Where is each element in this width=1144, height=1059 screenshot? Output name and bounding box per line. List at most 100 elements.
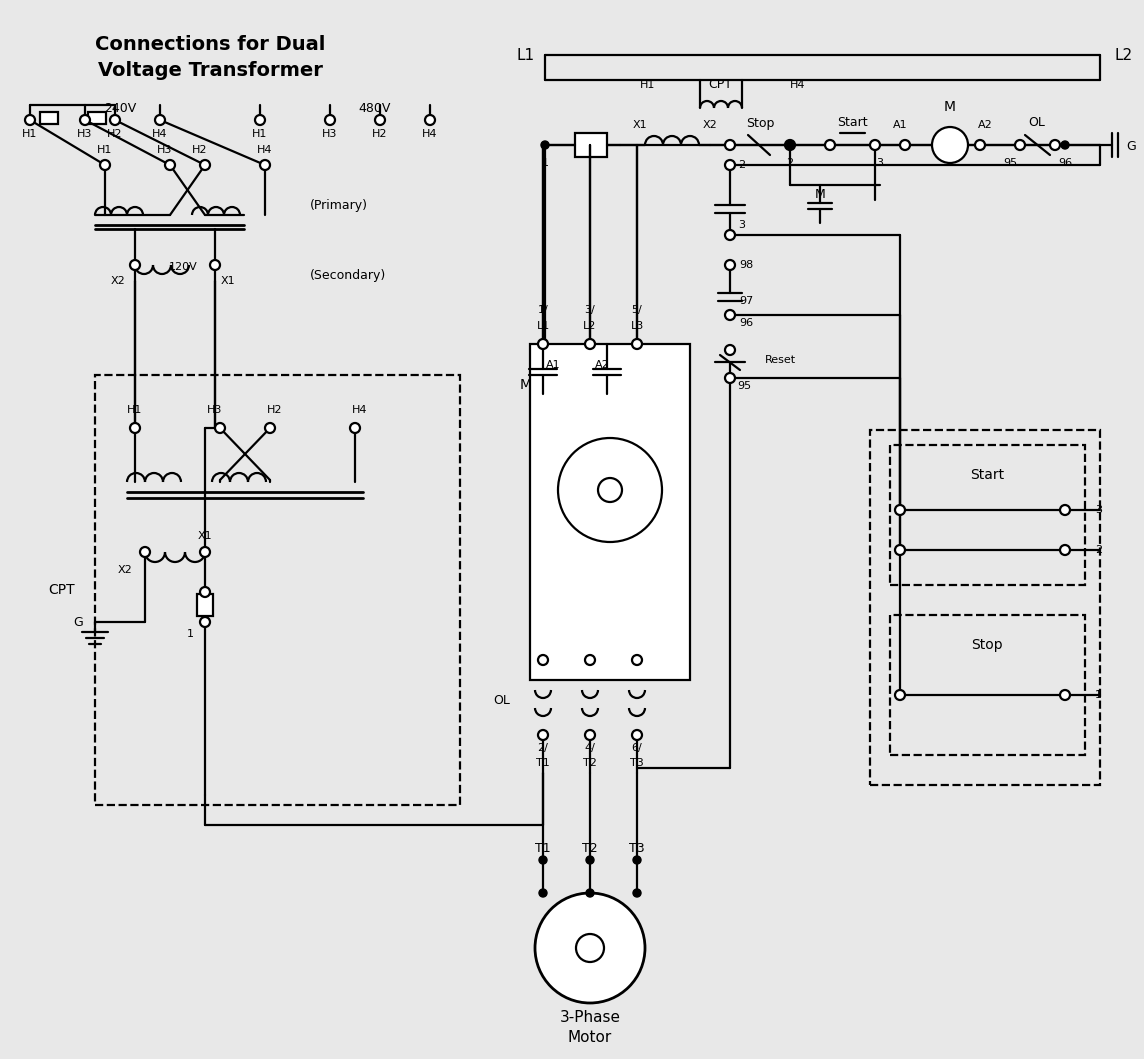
- Text: 96: 96: [739, 318, 753, 328]
- Circle shape: [785, 140, 795, 150]
- Circle shape: [100, 160, 110, 170]
- Circle shape: [869, 140, 880, 150]
- Circle shape: [585, 339, 595, 349]
- Text: A1: A1: [892, 120, 907, 130]
- Text: T1: T1: [537, 758, 550, 768]
- Circle shape: [895, 690, 905, 700]
- Circle shape: [1060, 690, 1070, 700]
- Text: A1: A1: [546, 360, 561, 370]
- Text: 5/: 5/: [631, 305, 643, 315]
- Circle shape: [130, 423, 140, 433]
- Text: T3: T3: [629, 842, 645, 855]
- Circle shape: [725, 310, 734, 320]
- Circle shape: [786, 141, 794, 149]
- Circle shape: [725, 261, 734, 270]
- Circle shape: [535, 893, 645, 1003]
- Text: 3: 3: [1095, 505, 1102, 515]
- Text: Stop: Stop: [971, 638, 1003, 652]
- Bar: [890, 615, 1085, 755]
- Text: H2: H2: [372, 129, 388, 139]
- Circle shape: [1060, 141, 1068, 149]
- Circle shape: [200, 617, 210, 627]
- Text: A2: A2: [978, 120, 992, 130]
- Circle shape: [140, 548, 150, 557]
- Text: 3/: 3/: [585, 305, 595, 315]
- Bar: [530, 344, 690, 680]
- Text: Reset: Reset: [765, 355, 796, 365]
- Circle shape: [598, 478, 622, 502]
- Text: 96: 96: [1058, 158, 1072, 168]
- Text: (Primary): (Primary): [310, 198, 368, 212]
- Circle shape: [975, 140, 985, 150]
- Text: 1: 1: [186, 629, 193, 639]
- Circle shape: [325, 115, 335, 125]
- Text: 2: 2: [786, 158, 794, 168]
- Circle shape: [215, 423, 225, 433]
- Text: CPT: CPT: [708, 78, 732, 91]
- Text: CPT: CPT: [48, 584, 76, 597]
- Text: T3: T3: [630, 758, 644, 768]
- Text: L2: L2: [1115, 48, 1133, 62]
- Circle shape: [631, 656, 642, 665]
- Circle shape: [633, 889, 641, 897]
- Text: G: G: [73, 615, 82, 628]
- Text: (Secondary): (Secondary): [310, 269, 387, 282]
- Text: 4/: 4/: [585, 743, 595, 753]
- Bar: [197, 594, 213, 616]
- Text: X1: X1: [221, 276, 236, 286]
- Circle shape: [210, 261, 220, 270]
- Circle shape: [825, 140, 835, 150]
- Text: 6/: 6/: [631, 743, 643, 753]
- Circle shape: [558, 438, 662, 542]
- Text: G: G: [1126, 141, 1136, 154]
- Text: H4: H4: [257, 145, 272, 155]
- Circle shape: [725, 140, 734, 150]
- Circle shape: [130, 261, 140, 270]
- Text: H1: H1: [127, 405, 143, 415]
- Text: H1: H1: [23, 129, 38, 139]
- Text: T1: T1: [535, 842, 550, 855]
- Text: 98: 98: [739, 261, 753, 270]
- Text: H2: H2: [268, 405, 283, 415]
- Circle shape: [575, 934, 604, 962]
- Circle shape: [25, 115, 35, 125]
- Circle shape: [200, 548, 210, 557]
- Circle shape: [1060, 505, 1070, 515]
- Text: Connections for Dual: Connections for Dual: [95, 36, 325, 54]
- Text: 95: 95: [737, 381, 752, 391]
- Text: 120V: 120V: [168, 262, 198, 272]
- Text: 3: 3: [739, 220, 746, 230]
- Text: L1: L1: [537, 321, 549, 331]
- Text: 2/: 2/: [538, 743, 548, 753]
- Text: X2: X2: [702, 120, 717, 130]
- Text: X2: X2: [111, 276, 126, 286]
- Text: OL: OL: [493, 694, 510, 706]
- Circle shape: [541, 141, 549, 149]
- Text: 1: 1: [541, 158, 548, 168]
- Text: M: M: [944, 100, 956, 114]
- Text: H3: H3: [158, 145, 173, 155]
- Text: Start: Start: [836, 116, 867, 129]
- Circle shape: [255, 115, 265, 125]
- Text: H2: H2: [108, 129, 122, 139]
- Circle shape: [1060, 545, 1070, 555]
- Text: Stop: Stop: [746, 116, 774, 129]
- Circle shape: [538, 656, 548, 665]
- Circle shape: [539, 856, 547, 864]
- Text: H3: H3: [78, 129, 93, 139]
- Bar: [88, 112, 106, 124]
- Text: X2: X2: [118, 566, 133, 575]
- Text: H4: H4: [422, 129, 438, 139]
- Circle shape: [631, 339, 642, 349]
- Circle shape: [585, 656, 595, 665]
- Circle shape: [538, 730, 548, 740]
- Circle shape: [932, 127, 968, 163]
- Bar: [40, 112, 58, 124]
- Circle shape: [586, 856, 594, 864]
- Circle shape: [350, 423, 360, 433]
- Text: Motor: Motor: [567, 1030, 612, 1045]
- Bar: [95, 375, 460, 805]
- Circle shape: [631, 730, 642, 740]
- Circle shape: [895, 505, 905, 515]
- Circle shape: [725, 373, 734, 383]
